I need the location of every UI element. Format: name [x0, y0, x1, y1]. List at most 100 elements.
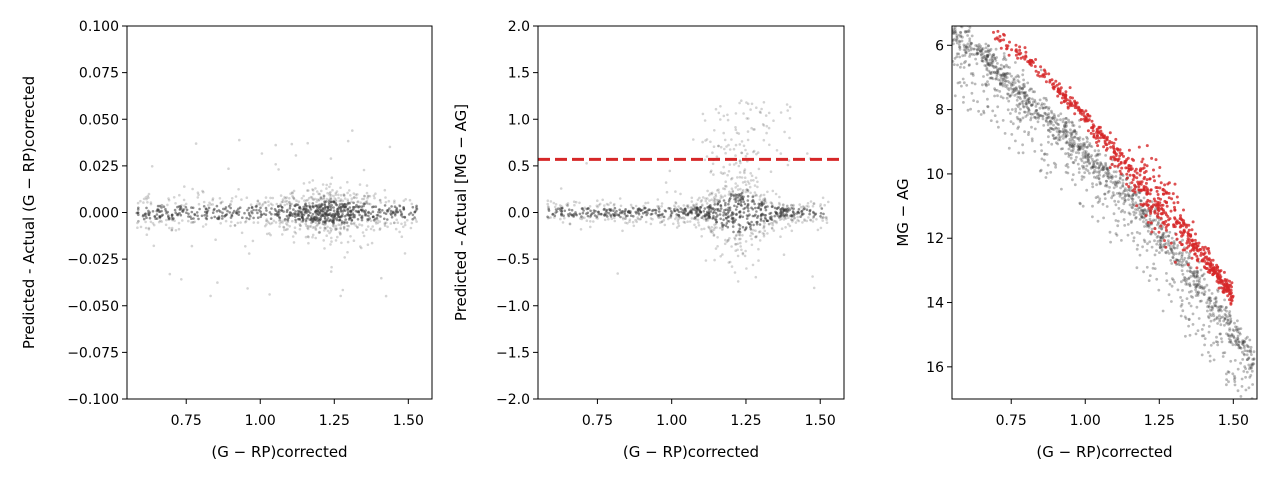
data-point [1147, 224, 1151, 227]
data-point [661, 212, 664, 216]
data-point [1114, 180, 1118, 184]
data-point [976, 52, 979, 56]
data-point [739, 161, 742, 165]
data-point [211, 203, 214, 206]
data-point [747, 182, 751, 185]
data-point [281, 198, 285, 201]
data-point [741, 181, 745, 184]
data-point [745, 217, 749, 220]
data-point [1109, 175, 1112, 179]
data-point [1076, 162, 1080, 166]
data-point [608, 208, 611, 211]
data-point [717, 111, 721, 115]
data-point [637, 208, 640, 212]
data-point [962, 43, 966, 47]
data-point [282, 225, 285, 229]
data-point [651, 218, 654, 221]
data-point [144, 220, 147, 224]
data-point [1242, 370, 1246, 373]
data-point [264, 196, 268, 199]
data-point [1135, 247, 1139, 251]
data-point [270, 221, 274, 225]
scatter-points [952, 26, 1256, 399]
data-point [964, 44, 968, 47]
data-point [340, 202, 344, 206]
data-point [249, 215, 252, 218]
data-point [1127, 193, 1131, 197]
data-point [1021, 87, 1024, 90]
data-point [1188, 251, 1191, 255]
data-point [757, 206, 761, 210]
data-point [288, 225, 292, 228]
highlighted-point [1167, 218, 1171, 222]
data-point [1033, 115, 1037, 119]
data-point [736, 254, 740, 258]
data-point [1228, 322, 1231, 325]
data-point [1102, 166, 1105, 170]
data-point [365, 184, 369, 187]
data-point [743, 171, 746, 175]
data-point [674, 201, 677, 204]
data-point [317, 199, 321, 202]
data-point [371, 225, 375, 228]
data-point [1018, 85, 1021, 88]
data-point [1098, 199, 1101, 203]
data-point [624, 217, 627, 220]
highlighted-point [1137, 145, 1141, 149]
data-point [811, 216, 815, 220]
data-point [1166, 249, 1170, 253]
data-point [984, 64, 988, 68]
data-point [1060, 130, 1064, 133]
data-point [585, 207, 589, 211]
data-point [1192, 283, 1196, 286]
data-point [194, 142, 198, 145]
data-point [326, 229, 330, 233]
data-point [1094, 154, 1098, 158]
data-point [631, 220, 635, 224]
data-point [259, 213, 263, 216]
data-point [1150, 245, 1154, 249]
data-point [1180, 257, 1183, 261]
data-point [398, 204, 402, 208]
data-point [1019, 107, 1022, 111]
data-point [268, 211, 272, 214]
data-point [728, 198, 731, 201]
data-point [337, 223, 341, 226]
data-point [605, 202, 609, 206]
data-point [1214, 304, 1218, 308]
data-point [1130, 197, 1134, 201]
y-tick-label: 0.000 [79, 206, 119, 222]
data-point [1237, 327, 1241, 331]
data-point [400, 235, 404, 238]
data-point [145, 233, 149, 236]
data-point [1244, 375, 1247, 379]
data-point [1017, 91, 1020, 95]
data-point [730, 245, 733, 248]
data-point [301, 217, 305, 221]
data-point [333, 214, 337, 217]
data-point [1036, 113, 1039, 116]
data-point [1090, 165, 1094, 169]
data-point [727, 261, 731, 264]
data-point [759, 214, 763, 218]
data-point [338, 231, 342, 234]
data-point [973, 47, 976, 51]
data-point [1181, 238, 1184, 242]
highlighted-point [1173, 208, 1177, 212]
highlighted-point [1229, 302, 1233, 306]
data-point [649, 213, 653, 216]
highlighted-point [1178, 241, 1182, 244]
data-point [750, 231, 753, 235]
data-point [343, 205, 347, 209]
data-point [712, 173, 715, 176]
data-point [1183, 276, 1186, 279]
data-point [982, 75, 985, 78]
data-point [297, 209, 300, 213]
data-point [1188, 282, 1191, 285]
data-point [995, 56, 998, 59]
data-point [350, 221, 353, 225]
data-point [739, 187, 742, 191]
data-point [697, 221, 700, 224]
highlighted-point [1133, 183, 1137, 187]
data-point [1214, 296, 1218, 299]
